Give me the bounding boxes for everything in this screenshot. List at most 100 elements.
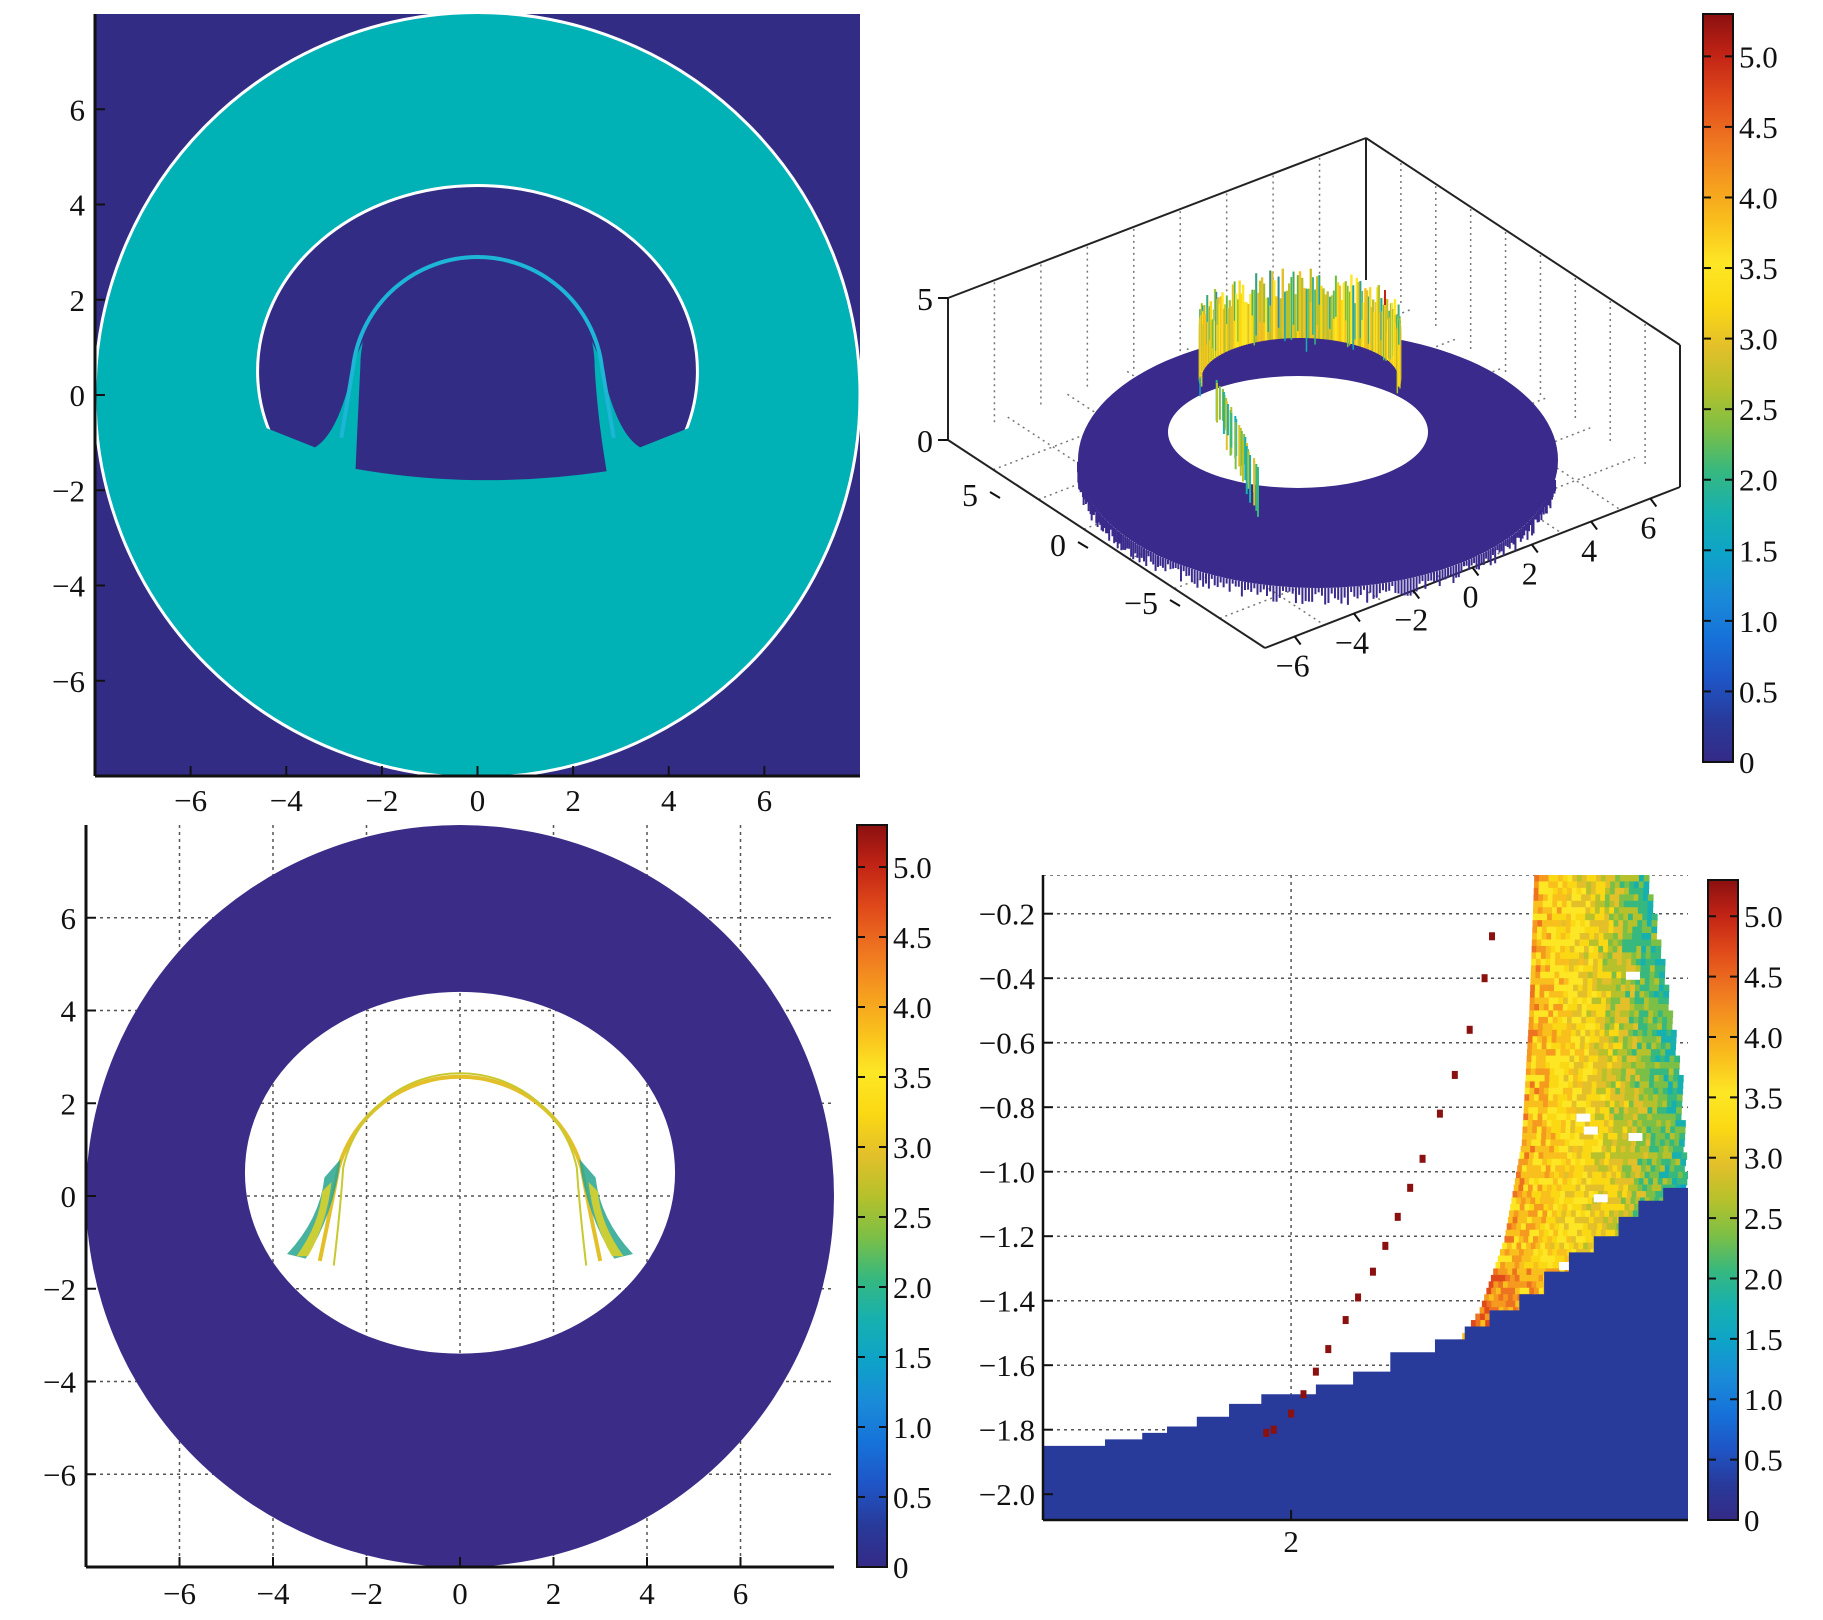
plume-cell [1486, 1300, 1493, 1309]
plume-cell [1505, 1287, 1512, 1296]
plume-cell [1611, 1197, 1618, 1205]
plume-cell [1584, 1120, 1591, 1128]
plume-cell [1568, 965, 1575, 973]
plume-cell [1610, 1010, 1616, 1018]
plume-cell [1603, 945, 1609, 954]
plume-cell [1594, 1210, 1601, 1218]
disk-region [86, 825, 834, 1567]
plume-cell [1638, 875, 1645, 883]
plume-cell [1605, 875, 1612, 883]
plume-cell [1533, 1178, 1540, 1186]
plume-cell [1623, 1107, 1630, 1115]
plume-cell [1543, 1178, 1550, 1186]
plume-cell [1513, 1236, 1520, 1244]
plume-cell [1532, 1036, 1539, 1044]
plume-cell [1666, 1100, 1673, 1109]
plume-gap [1593, 1194, 1608, 1203]
plume-cell [1647, 1113, 1653, 1122]
plume-cell [1605, 1229, 1612, 1238]
plume-cell [1614, 1107, 1620, 1115]
plume-cell [1616, 958, 1623, 967]
plume-cell [1581, 881, 1588, 889]
box-edge [947, 439, 1266, 649]
plume-cell [1486, 1287, 1493, 1296]
plume-cell [1581, 1004, 1588, 1012]
plume-cell [1502, 1242, 1508, 1251]
plume-cell [1592, 965, 1599, 973]
plume-cell [1543, 1087, 1550, 1096]
plume-cell [1594, 1029, 1601, 1038]
plume-cell [1594, 926, 1600, 935]
plume-cell [1592, 1171, 1598, 1180]
plume-cell [1632, 913, 1639, 922]
plume-cell [1584, 1158, 1591, 1167]
plume-cell [1628, 887, 1635, 896]
plume-cell [1618, 1023, 1625, 1031]
plume-cell [1661, 1158, 1667, 1167]
plume-cell [1614, 1094, 1621, 1102]
plume-cell [1613, 1113, 1620, 1122]
plume-cell [1607, 1139, 1614, 1147]
colorbar-gradient [1702, 13, 1734, 763]
plume-cell [1558, 1081, 1565, 1089]
x-tick-label: −6 [1276, 648, 1310, 684]
plume-cell [1559, 1223, 1565, 1231]
plume-cell [1649, 965, 1656, 973]
plume-cell [1568, 1068, 1575, 1076]
plume-cell [1633, 887, 1640, 896]
plume-cell [1627, 1042, 1634, 1051]
plume-cell [1507, 1294, 1514, 1302]
plume-cell [1617, 945, 1624, 954]
plume-cell [1536, 1191, 1543, 1199]
plume-cell [1551, 1113, 1558, 1122]
plume-cell [1533, 907, 1539, 915]
plume-cell [1623, 1113, 1630, 1122]
colorbar-gradient [856, 824, 888, 1568]
plume-cell [1644, 971, 1651, 980]
colorbar-bottom-left: 5.04.54.03.53.02.52.01.51.00.50 [856, 824, 932, 1585]
plume-cell [1633, 881, 1640, 889]
plume-cell [1587, 1074, 1594, 1083]
plume-cell [1573, 1145, 1579, 1154]
plume-cell [1556, 1236, 1563, 1244]
red-point [1382, 1241, 1389, 1250]
plume-cell [1547, 1113, 1553, 1122]
plume-cell [1612, 945, 1619, 954]
plume-cell [1534, 875, 1540, 883]
plume-cell [1539, 1197, 1546, 1205]
plume-cell [1632, 920, 1639, 928]
plume-cell [1573, 1223, 1580, 1231]
plume-cell [1660, 1191, 1666, 1199]
plume-cell [1604, 1023, 1611, 1031]
plume-cell [1497, 1255, 1504, 1263]
plume-cell [1665, 1133, 1671, 1141]
plume-cell [1585, 1184, 1591, 1193]
plume-cell [1531, 1049, 1538, 1057]
plume-cell [1592, 971, 1599, 980]
plume-cell [1588, 1055, 1595, 1064]
plume-cell [1540, 1255, 1547, 1263]
plume-cell [1604, 894, 1611, 902]
plume-cell [1558, 1087, 1564, 1096]
plume-cell [1532, 933, 1538, 941]
plume-cell [1610, 1087, 1617, 1096]
plume-cell [1648, 1087, 1655, 1096]
plume-cell [1672, 1094, 1678, 1102]
plume-cell [1539, 984, 1546, 993]
plume-cell [1529, 1010, 1535, 1018]
plume-cell [1573, 1068, 1580, 1076]
plume-cell [1641, 1049, 1648, 1057]
plume-cell [1580, 1158, 1586, 1167]
plume-cell [1571, 1107, 1578, 1115]
plume-cell [1589, 1120, 1596, 1128]
plume-cell [1650, 939, 1657, 947]
plume-cell [1577, 991, 1584, 999]
plume-cell [1567, 1229, 1574, 1238]
plume-cell [1641, 1133, 1648, 1141]
plume-cell [1531, 958, 1537, 967]
plume-cell [1653, 1010, 1659, 1018]
plume-cell [1604, 1184, 1610, 1193]
plume-cell [1531, 1216, 1538, 1225]
plume-cell [1602, 1139, 1609, 1147]
plume-cell [1542, 1158, 1548, 1167]
